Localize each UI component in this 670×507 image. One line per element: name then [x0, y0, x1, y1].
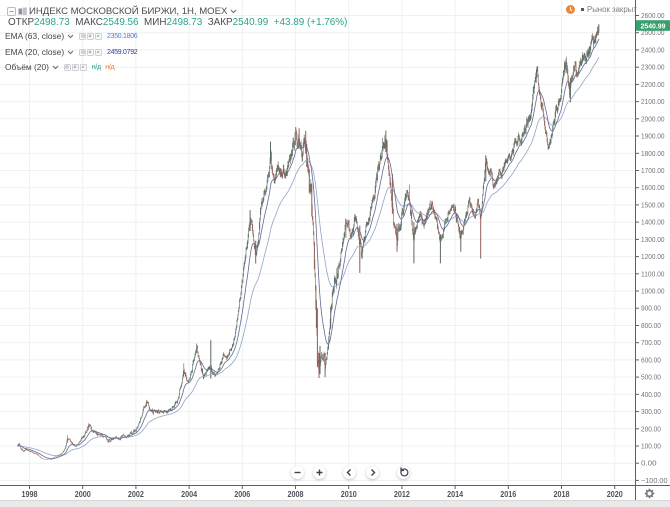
svg-text:200.00: 200.00 [641, 424, 661, 433]
svg-text:2500.00: 2500.00 [641, 28, 665, 37]
svg-text:2000: 2000 [75, 490, 91, 499]
svg-text:2006: 2006 [234, 490, 250, 499]
svg-text:1200.00: 1200.00 [641, 252, 665, 261]
svg-text:1700.00: 1700.00 [641, 166, 665, 175]
svg-text:800.00: 800.00 [641, 321, 661, 330]
svg-text:100.00: 100.00 [641, 442, 661, 451]
svg-text:−100.00: −100.00 [641, 476, 668, 485]
svg-text:300.00: 300.00 [641, 407, 661, 416]
svg-text:2008: 2008 [288, 490, 304, 499]
svg-text:2020: 2020 [607, 490, 623, 499]
svg-text:500.00: 500.00 [641, 373, 661, 382]
svg-text:2540.99: 2540.99 [641, 21, 666, 30]
svg-text:2004: 2004 [181, 490, 197, 499]
svg-text:1100.00: 1100.00 [641, 269, 665, 278]
svg-text:2012: 2012 [394, 490, 410, 499]
svg-text:2600.00: 2600.00 [641, 11, 665, 20]
svg-text:900.00: 900.00 [641, 304, 661, 313]
svg-text:2002: 2002 [128, 490, 144, 499]
svg-text:2016: 2016 [500, 490, 516, 499]
svg-text:2400.00: 2400.00 [641, 45, 665, 54]
svg-text:1600.00: 1600.00 [641, 183, 665, 192]
svg-text:1000.00: 1000.00 [641, 287, 665, 296]
svg-text:1900.00: 1900.00 [641, 132, 665, 141]
svg-text:700.00: 700.00 [641, 338, 661, 347]
svg-text:2100.00: 2100.00 [641, 97, 665, 106]
svg-text:2018: 2018 [554, 490, 570, 499]
svg-text:2010: 2010 [341, 490, 357, 499]
svg-text:2014: 2014 [447, 490, 463, 499]
svg-text:400.00: 400.00 [641, 390, 661, 399]
svg-text:2000.00: 2000.00 [641, 114, 665, 123]
svg-text:2300.00: 2300.00 [641, 63, 665, 72]
svg-text:1500.00: 1500.00 [641, 200, 665, 209]
svg-text:2200.00: 2200.00 [641, 80, 665, 89]
svg-text:0.00: 0.00 [641, 459, 657, 468]
svg-text:1400.00: 1400.00 [641, 218, 665, 227]
svg-text:1300.00: 1300.00 [641, 235, 665, 244]
svg-text:1998: 1998 [22, 490, 38, 499]
svg-text:1800.00: 1800.00 [641, 149, 665, 158]
svg-text:600.00: 600.00 [641, 355, 661, 364]
